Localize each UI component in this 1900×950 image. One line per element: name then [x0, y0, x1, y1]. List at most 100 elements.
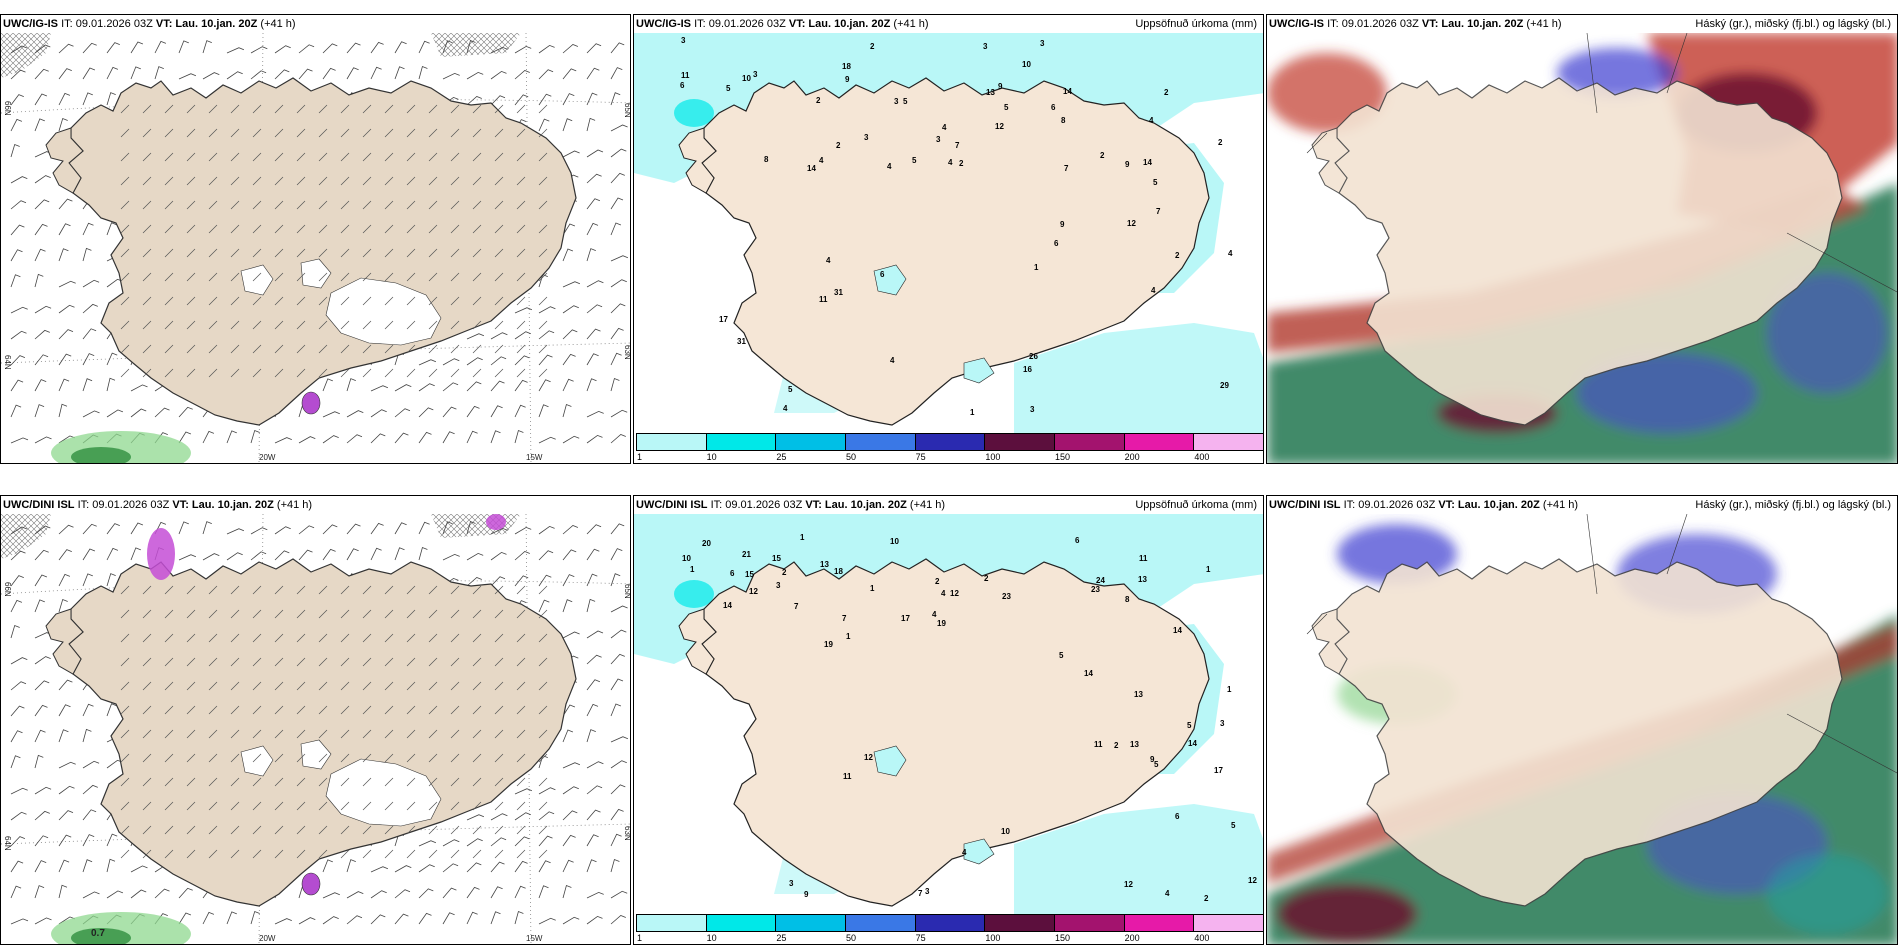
wind-barb [164, 705, 174, 715]
wind-barb [164, 633, 174, 643]
wind-barb [418, 546, 428, 561]
wind-barb [164, 825, 174, 835]
wind-barb [120, 657, 130, 667]
wind-barb [586, 859, 597, 873]
wind-barb [514, 885, 526, 899]
wind-barb [562, 281, 581, 288]
wind-barb [274, 176, 284, 186]
precip-value-label: 14 [1173, 626, 1182, 635]
panel-header: UWC/IG-IS IT: 09.01.2026 03Z VT: Lau. 10… [634, 15, 1263, 33]
wind-barb [82, 760, 100, 769]
wind-barb [494, 128, 504, 138]
inland-area [873, 264, 907, 296]
wind-barb [130, 384, 148, 392]
wind-barb [142, 585, 152, 595]
wind-barb [322, 859, 333, 873]
wind-barb [274, 705, 284, 715]
wind-barb [538, 585, 548, 595]
wind-barb [562, 786, 579, 795]
precip-value-label: 13 [1130, 740, 1139, 749]
wind-barb [538, 811, 555, 821]
wind-barb [466, 814, 485, 821]
wind-barb [252, 801, 262, 811]
wind-barb [202, 911, 215, 925]
wind-barb [208, 585, 218, 595]
wind-map [1, 33, 630, 463]
wind-barb [10, 176, 28, 184]
wind-barb [58, 92, 71, 106]
iceland-landmass [678, 77, 1210, 426]
wind-barb [154, 66, 164, 80]
wind-barb [362, 633, 372, 643]
wind-barb [318, 296, 328, 306]
wind-barb [418, 840, 437, 847]
wind-barb [472, 681, 482, 691]
wind-barb [10, 657, 28, 665]
wind-barb [538, 224, 548, 234]
wind-barb [362, 609, 372, 619]
wind-barb [514, 551, 530, 561]
wind-barb [186, 777, 196, 787]
westfjords-outline [1311, 127, 1350, 194]
wind-barb [186, 729, 196, 739]
wind-barb [340, 585, 350, 595]
wind-barb [610, 890, 628, 899]
wind-barb [538, 917, 556, 925]
latitude-label: 63N [623, 345, 631, 360]
wind-barb [208, 753, 218, 763]
wind-barb [516, 753, 526, 763]
wind-barb [10, 355, 26, 366]
wind-barb [186, 344, 196, 354]
wind-barb [252, 176, 262, 186]
wind-barb [142, 801, 152, 811]
wind-barb [274, 224, 284, 234]
wind-barb [610, 222, 622, 236]
wind-barb [428, 729, 438, 739]
wind-barb [164, 585, 174, 595]
wind-barb [442, 358, 460, 366]
wind-barb [472, 585, 482, 595]
precip-value-label: 2 [1175, 251, 1180, 260]
init-time: IT: 09.01.2026 03Z [77, 499, 173, 511]
wind-barb [610, 377, 620, 392]
wind-barb [252, 128, 262, 138]
wind-barb [106, 573, 116, 587]
iceland-outline [701, 558, 1210, 907]
wind-barb [82, 303, 98, 314]
wind-barb [586, 328, 601, 340]
wind-map-svg [1, 514, 630, 944]
precip-value-label: 10 [890, 537, 899, 546]
wind-barb [586, 785, 603, 795]
wind-barb [82, 92, 93, 106]
wind-barb [538, 152, 548, 162]
wind-barb [494, 104, 504, 114]
wind-barb [516, 681, 526, 691]
wind-barb [450, 200, 460, 210]
precip-value-label: 2 [1114, 741, 1119, 750]
wind-barb [82, 378, 93, 392]
wind-barb [428, 200, 438, 210]
region-borders [1306, 33, 1897, 293]
wind-barb [252, 296, 262, 306]
colorbar-label: 100 [985, 933, 1001, 943]
wind-barb [586, 761, 604, 769]
wind-barb [466, 552, 484, 561]
wind-barb [252, 657, 262, 667]
wind-barb [418, 521, 430, 535]
iceland-landmass [678, 558, 1210, 907]
wind-barb [142, 272, 152, 282]
inland-area [963, 838, 995, 865]
wind-barb [538, 609, 548, 619]
latitude-label: 64N [3, 836, 12, 851]
wind-barb [406, 729, 416, 739]
wind-barb [562, 353, 576, 366]
wind-barb [252, 152, 262, 162]
wind-barb [250, 527, 268, 535]
wind-barb [340, 849, 350, 859]
wind-barb [34, 354, 49, 366]
wind-barb [428, 801, 438, 811]
colorbar-label: 1 [637, 933, 643, 943]
wind-barb [394, 41, 407, 54]
precip-value-label: 2 [1218, 138, 1223, 147]
precip-value-label: 7 [842, 614, 847, 623]
